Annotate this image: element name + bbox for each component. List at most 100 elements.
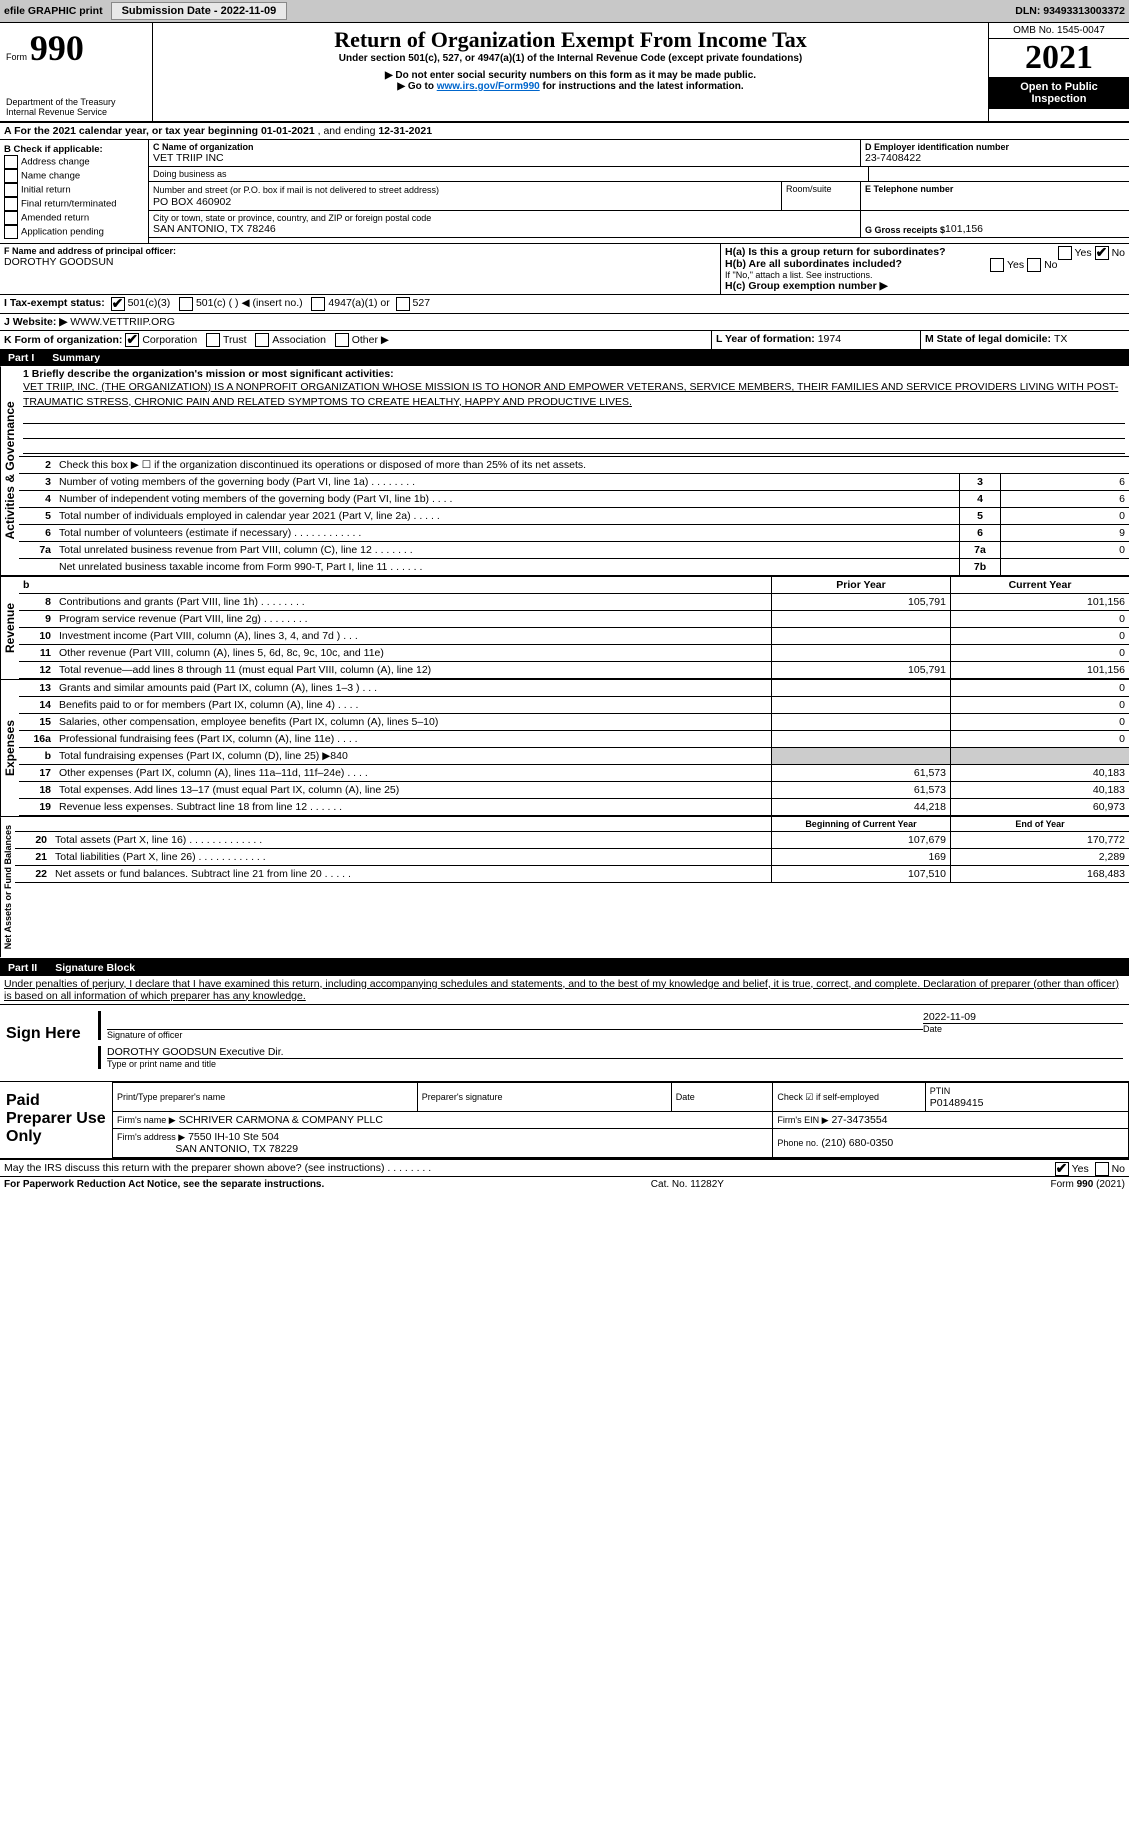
hb-yes-checkbox[interactable] bbox=[990, 258, 1004, 272]
paid-preparer-block: Paid Preparer Use Only Print/Type prepar… bbox=[0, 1082, 1129, 1160]
begin-year-hdr: Beginning of Current Year bbox=[771, 817, 950, 831]
officer-label: F Name and address of principal officer: bbox=[4, 246, 716, 256]
open-public-badge: Open to Public Inspection bbox=[989, 77, 1129, 109]
boxb-item: Amended return bbox=[4, 211, 144, 225]
form-label: Form bbox=[6, 52, 27, 62]
fin-line: 10Investment income (Part VIII, column (… bbox=[19, 628, 1129, 645]
527-checkbox[interactable] bbox=[396, 297, 410, 311]
subtitle-1: Under section 501(c), 527, or 4947(a)(1)… bbox=[157, 53, 984, 64]
hb-no-checkbox[interactable] bbox=[1027, 258, 1041, 272]
ha-yes-checkbox[interactable] bbox=[1058, 246, 1072, 260]
prior-year-hdr: Prior Year bbox=[771, 577, 950, 593]
city-value: SAN ANTONIO, TX 78246 bbox=[153, 223, 856, 235]
mission-question: 1 Briefly describe the organization's mi… bbox=[23, 368, 1125, 380]
tab-governance: Activities & Governance bbox=[0, 366, 19, 575]
gov-line: 6Total number of volunteers (estimate if… bbox=[19, 524, 1129, 541]
fin-line: 9Program service revenue (Part VIII, lin… bbox=[19, 611, 1129, 628]
netassets-block: Net Assets or Fund Balances Beginning of… bbox=[0, 817, 1129, 959]
officer-name: DOROTHY GOODSUN bbox=[4, 256, 716, 268]
firm-addr1: 7550 IH-10 Ste 504 bbox=[188, 1131, 279, 1143]
current-year-hdr: Current Year bbox=[950, 577, 1129, 593]
ein-value: 23-7408422 bbox=[865, 152, 1125, 164]
name-title-label: Type or print name and title bbox=[107, 1058, 1123, 1069]
tab-netassets: Net Assets or Fund Balances bbox=[0, 817, 15, 957]
firm-ein: 27-3473554 bbox=[831, 1114, 887, 1126]
fin-line: bTotal fundraising expenses (Part IX, co… bbox=[19, 748, 1129, 765]
fin-line: 13Grants and similar amounts paid (Part … bbox=[19, 680, 1129, 697]
fin-line: 14Benefits paid to or for members (Part … bbox=[19, 697, 1129, 714]
omb-number: OMB No. 1545-0047 bbox=[989, 23, 1129, 39]
part1-header: Part I Summary bbox=[0, 350, 1129, 366]
501c3-checkbox[interactable] bbox=[111, 297, 125, 311]
website-row: J Website: ▶ WWW.VETTRIIP.ORG bbox=[0, 314, 1129, 331]
website-value: WWW.VETTRIIP.ORG bbox=[70, 316, 175, 328]
boxb-item: Address change bbox=[4, 155, 144, 169]
gross-receipts-value: 101,156 bbox=[945, 223, 983, 235]
year-formation: 1974 bbox=[818, 333, 841, 345]
4947-checkbox[interactable] bbox=[311, 297, 325, 311]
h-a: H(a) Is this a group return for subordin… bbox=[725, 246, 1125, 258]
line-a: A For the 2021 calendar year, or tax yea… bbox=[0, 123, 1129, 140]
fin-line: 17Other expenses (Part IX, column (A), l… bbox=[19, 765, 1129, 782]
street-value: PO BOX 460902 bbox=[153, 196, 777, 208]
fin-line: 19Revenue less expenses. Subtract line 1… bbox=[19, 799, 1129, 816]
date-label: Date bbox=[923, 1023, 1123, 1034]
page-footer: For Paperwork Reduction Act Notice, see … bbox=[0, 1176, 1129, 1192]
room-label: Room/suite bbox=[781, 182, 860, 210]
efile-topbar: efile GRAPHIC print Submission Date - 20… bbox=[0, 0, 1129, 23]
preparer-table: Print/Type preparer's name Preparer's si… bbox=[112, 1082, 1129, 1158]
sign-date: 2022-11-09 bbox=[923, 1011, 1123, 1023]
irs-link[interactable]: www.irs.gov/Form990 bbox=[437, 81, 540, 92]
efile-label: efile GRAPHIC print bbox=[4, 5, 103, 17]
fin-line: 12Total revenue—add lines 8 through 11 (… bbox=[19, 662, 1129, 679]
fin-line: 8Contributions and grants (Part VIII, li… bbox=[19, 594, 1129, 611]
fin-line: 18Total expenses. Add lines 13–17 (must … bbox=[19, 782, 1129, 799]
gov-line: 4Number of independent voting members of… bbox=[19, 490, 1129, 507]
ein-label: D Employer identification number bbox=[865, 142, 1125, 152]
tab-revenue: Revenue bbox=[0, 577, 19, 679]
paid-preparer-label: Paid Preparer Use Only bbox=[0, 1082, 112, 1158]
expenses-block: Expenses 13Grants and similar amounts pa… bbox=[0, 680, 1129, 817]
firm-phone: (210) 680-0350 bbox=[821, 1137, 893, 1149]
box-b: B Check if applicable: Address changeNam… bbox=[0, 140, 149, 243]
fin-line: 15Salaries, other compensation, employee… bbox=[19, 714, 1129, 731]
revenue-block: Revenue b Prior Year Current Year 8Contr… bbox=[0, 577, 1129, 680]
street-label: Number and street (or P.O. box if mail i… bbox=[153, 185, 439, 195]
fin-line: 21Total liabilities (Part X, line 26) . … bbox=[15, 849, 1129, 866]
part1-body: Activities & Governance 1 Briefly descri… bbox=[0, 366, 1129, 577]
gov-line: 3Number of voting members of the governi… bbox=[19, 473, 1129, 490]
entity-block: B Check if applicable: Address changeNam… bbox=[0, 140, 1129, 244]
tax-year: 2021 bbox=[989, 39, 1129, 77]
irs-label: Internal Revenue Service bbox=[6, 107, 146, 117]
501c-checkbox[interactable] bbox=[179, 297, 193, 311]
cat-no: Cat. No. 11282Y bbox=[651, 1179, 724, 1190]
gov-line: Net unrelated business taxable income fr… bbox=[19, 558, 1129, 575]
h-b-note: If "No," attach a list. See instructions… bbox=[725, 270, 1125, 280]
form-header: Form 990 Department of the Treasury Inte… bbox=[0, 23, 1129, 123]
form-page: Form 990 (2021) bbox=[1051, 1179, 1125, 1190]
subtitle-2: ▶ Do not enter social security numbers o… bbox=[157, 70, 984, 81]
form-number: 990 bbox=[30, 28, 84, 68]
klm-row: K Form of organization: Corporation Trus… bbox=[0, 331, 1129, 350]
state-domicile: TX bbox=[1054, 333, 1067, 345]
gov-line: 5Total number of individuals employed in… bbox=[19, 507, 1129, 524]
submission-date-btn[interactable]: Submission Date - 2022-11-09 bbox=[111, 2, 288, 20]
dln: DLN: 93493313003372 bbox=[1015, 5, 1125, 17]
fin-line: 11Other revenue (Part VIII, column (A), … bbox=[19, 645, 1129, 662]
part2-header: Part II Signature Block bbox=[0, 960, 1129, 976]
phone-label: E Telephone number bbox=[865, 184, 1125, 194]
self-employed-check: Check ☑ if self-employed bbox=[777, 1092, 879, 1102]
discuss-no-checkbox[interactable] bbox=[1095, 1162, 1109, 1176]
boxb-item: Initial return bbox=[4, 183, 144, 197]
org-name-label: C Name of organization bbox=[153, 142, 856, 152]
gross-receipts-label: G Gross receipts $ bbox=[865, 225, 945, 235]
tab-expenses: Expenses bbox=[0, 680, 19, 816]
sign-here-block: Sign Here Signature of officer 2022-11-0… bbox=[0, 1005, 1129, 1082]
signature-label: Signature of officer bbox=[107, 1029, 923, 1040]
tax-exempt-row: I Tax-exempt status: 501(c)(3) 501(c) ( … bbox=[0, 295, 1129, 314]
boxb-item: Final return/terminated bbox=[4, 197, 144, 211]
city-label: City or town, state or province, country… bbox=[153, 213, 856, 223]
discuss-yes-checkbox[interactable] bbox=[1055, 1162, 1069, 1176]
fin-line: 16aProfessional fundraising fees (Part I… bbox=[19, 731, 1129, 748]
ha-no-checkbox[interactable] bbox=[1095, 246, 1109, 260]
